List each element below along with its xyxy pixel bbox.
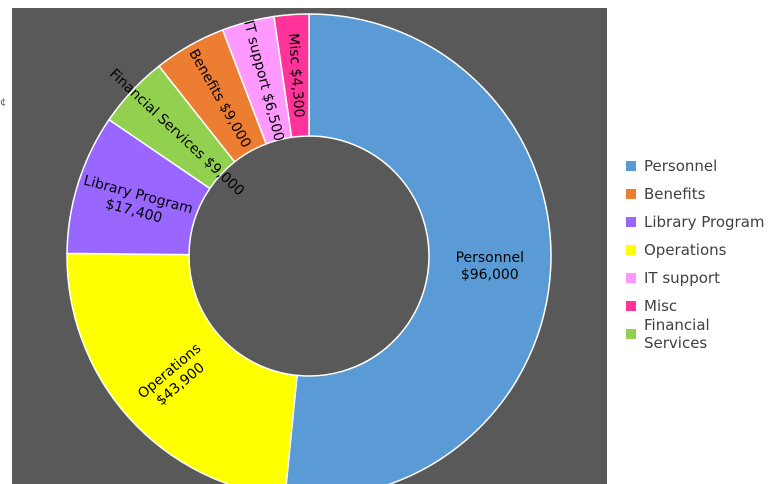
legend-swatch-misc: [626, 301, 636, 311]
legend: Personnel Benefits Library Program Operatio…: [626, 152, 770, 352]
legend-swatch-it-support: [626, 273, 636, 283]
legend-swatch-library-program: [626, 217, 636, 227]
legend-item-personnel[interactable]: Personnel: [626, 152, 770, 180]
legend-item-it-support[interactable]: IT support: [626, 264, 770, 292]
legend-swatch-financial-services: [626, 329, 636, 339]
edge-mark: ¢: [0, 97, 7, 108]
legend-item-library-program[interactable]: Library Program: [626, 208, 770, 236]
legend-label-library-program: Library Program: [644, 213, 765, 231]
legend-swatch-personnel: [626, 161, 636, 171]
legend-label-personnel: Personnel: [644, 157, 718, 175]
data-label-misc: Misc $4,300: [285, 33, 307, 118]
data-label-name-personnel: Personnel: [456, 250, 524, 266]
donut-chart: Personnel$96,000Operations$43,900Library…: [66, 13, 552, 484]
legend-label-misc: Misc: [644, 297, 678, 315]
plot-area: Personnel $96,000 Operations $43,900 Library…: [12, 8, 607, 484]
legend-label-it-support: IT support: [644, 269, 720, 287]
slice-operations[interactable]: [66, 252, 298, 484]
legend-swatch-benefits: [626, 189, 636, 199]
slice-personnel[interactable]: [285, 13, 552, 484]
legend-swatch-operations: [626, 245, 636, 255]
data-label-value-personnel: $96,000: [461, 267, 519, 283]
slice-misc[interactable]: [273, 13, 310, 139]
data-label-name-misc: Misc $4,300: [285, 33, 307, 118]
legend-item-financial-services[interactable]: Financial Services: [626, 316, 770, 352]
data-label-personnel: Personnel$96,000: [456, 250, 524, 283]
legend-item-benefits[interactable]: Benefits: [626, 180, 770, 208]
legend-label-financial-services: Financial Services: [644, 316, 710, 352]
legend-item-operations[interactable]: Operations: [626, 236, 770, 264]
legend-label-operations: Operations: [644, 241, 727, 259]
legend-label-benefits: Benefits: [644, 185, 706, 203]
legend-item-misc[interactable]: Misc: [626, 292, 770, 320]
